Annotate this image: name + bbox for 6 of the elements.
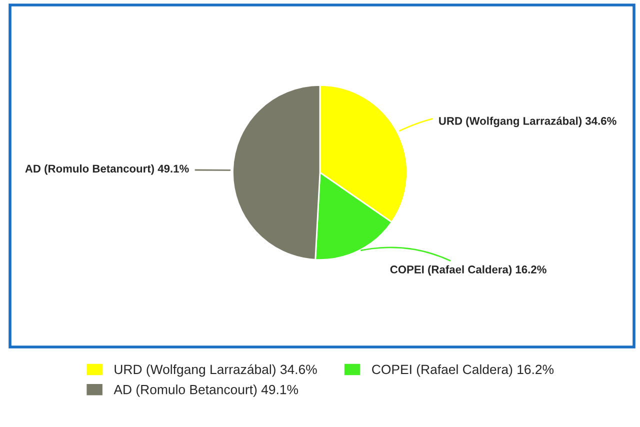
legend-label: COPEI (Rafael Caldera) 16.2%: [372, 364, 554, 377]
slice-label: COPEI (Rafael Caldera) 16.2%: [390, 265, 546, 276]
slice-label: AD (Romulo Betancourt) 49.1%: [25, 164, 189, 175]
legend-label: URD (Wolfgang Larrazábal) 34.6%: [114, 364, 317, 377]
slice-label: URD (Wolfgang Larrazábal) 34.6%: [439, 116, 616, 128]
legend-label: AD (Romulo Betancourt) 49.1%: [114, 384, 298, 397]
